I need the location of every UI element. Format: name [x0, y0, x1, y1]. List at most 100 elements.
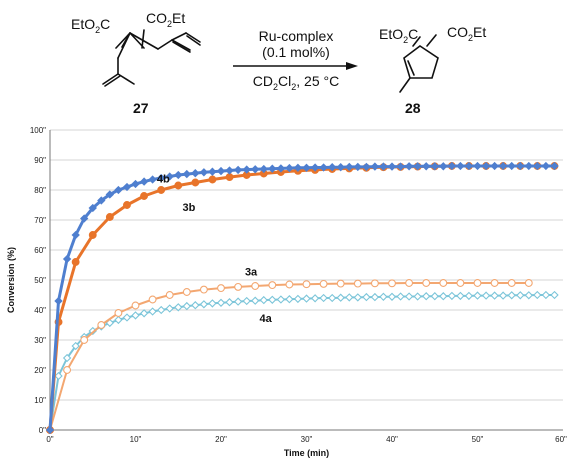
reactant-number: 27 [133, 100, 149, 116]
data-point-4a [413, 292, 422, 301]
series-line-3a [49, 282, 529, 431]
data-point-3a [405, 279, 414, 287]
data-point-4b [319, 163, 328, 172]
data-point-3b [174, 181, 183, 190]
data-point-4a [276, 295, 286, 304]
data-point-4b [165, 172, 174, 181]
data-point-4a [259, 295, 268, 305]
x-tick-label: 30" [301, 435, 313, 444]
data-point-3b [208, 175, 217, 184]
data-point-4a [157, 305, 166, 315]
data-point-4a [302, 294, 311, 303]
series-layer [45, 161, 559, 435]
data-point-4b [45, 425, 55, 435]
data-point-4b [507, 161, 516, 171]
y-tick-label: 50" [34, 276, 46, 285]
data-point-3a [370, 279, 379, 288]
data-point-4b [481, 161, 491, 171]
data-point-4a [328, 293, 337, 303]
data-point-4b [422, 162, 431, 171]
series-label-3b: 3b [183, 202, 196, 214]
series-labels: 4b 3b 3a 4a [157, 174, 273, 326]
data-point-4b [353, 162, 362, 172]
data-point-4b [242, 165, 251, 174]
data-point-4b [71, 230, 80, 240]
data-point-4b [174, 170, 183, 180]
y-tick-label: 80" [34, 186, 46, 195]
data-point-4b [499, 161, 508, 171]
series-label-4a: 4a [259, 313, 272, 325]
x-tick-label: 60" [555, 435, 567, 444]
data-point-4b [328, 163, 337, 172]
data-point-4a [345, 293, 354, 302]
catalyst-label: Ru-complex [259, 28, 334, 44]
data-point-4a [293, 294, 303, 304]
data-point-4a [62, 353, 72, 363]
data-point-4b [387, 162, 397, 171]
data-point-4a [353, 293, 362, 302]
data-point-4b [276, 164, 286, 173]
data-point-4b [208, 167, 217, 176]
product-number: 28 [405, 100, 421, 116]
x-tick-label: 20" [215, 435, 227, 444]
data-point-3a [524, 279, 533, 287]
y-tick-label: 0" [39, 426, 46, 435]
x-axis-title: Time (min) [284, 448, 329, 458]
data-point-4b [524, 161, 533, 171]
data-point-4a [404, 292, 414, 301]
data-point-4b [379, 162, 388, 171]
product-left-ester: EtO2C [379, 26, 418, 45]
data-point-4a [481, 291, 491, 300]
data-point-4b [233, 165, 243, 175]
solvent-label: CD2Cl2, 25 °C [253, 73, 339, 92]
data-point-4a [54, 371, 63, 381]
data-point-3b [105, 213, 114, 221]
reactant-right-ester: CO2Et [146, 10, 185, 29]
y-tick-label: 30" [34, 336, 46, 345]
data-point-4b [541, 161, 551, 171]
data-point-4b [404, 162, 414, 171]
data-point-4b [88, 203, 97, 213]
data-point-4a [396, 292, 405, 301]
data-point-4a [533, 290, 542, 300]
y-tick-label: 20" [34, 366, 46, 375]
data-point-4b [285, 163, 294, 173]
data-point-4a [456, 291, 465, 301]
data-point-4a [148, 307, 157, 316]
data-point-4b [62, 254, 72, 264]
data-point-4b [302, 163, 311, 172]
data-point-4b [191, 169, 200, 178]
data-point-3a [114, 309, 123, 317]
product-structure [399, 34, 439, 93]
data-point-3a [422, 279, 431, 287]
y-tick-label: 60" [34, 246, 46, 255]
x-tick-labels: 0" 10" 20" 30" 40" 50" 60" [46, 435, 567, 444]
data-point-4a [387, 292, 397, 301]
reactant-left-ester: EtO2C [71, 16, 110, 35]
data-point-4a [71, 341, 80, 351]
data-point-3a [302, 280, 311, 289]
data-point-3a [388, 279, 396, 288]
data-point-4b [413, 162, 422, 171]
data-point-4a [268, 295, 277, 304]
y-tick-label: 70" [34, 216, 46, 225]
data-point-4b [122, 182, 132, 192]
data-point-3b [225, 173, 234, 182]
data-point-4a [524, 291, 533, 300]
data-point-4a [122, 313, 132, 322]
data-point-4a [216, 298, 226, 307]
data-point-3a [490, 279, 499, 287]
data-point-3a [268, 281, 277, 290]
data-point-4a [208, 299, 217, 308]
data-point-3a [439, 279, 448, 287]
data-point-4b [430, 162, 439, 171]
data-point-4b [105, 190, 115, 199]
data-point-3a [199, 285, 208, 294]
x-tick-label: 40" [386, 435, 398, 444]
data-point-3b [122, 201, 131, 209]
data-point-4b [550, 161, 559, 171]
y-tick-label: 100" [30, 126, 46, 135]
data-point-4a [251, 296, 260, 305]
data-point-4a [319, 293, 328, 303]
data-point-3a [251, 282, 260, 290]
